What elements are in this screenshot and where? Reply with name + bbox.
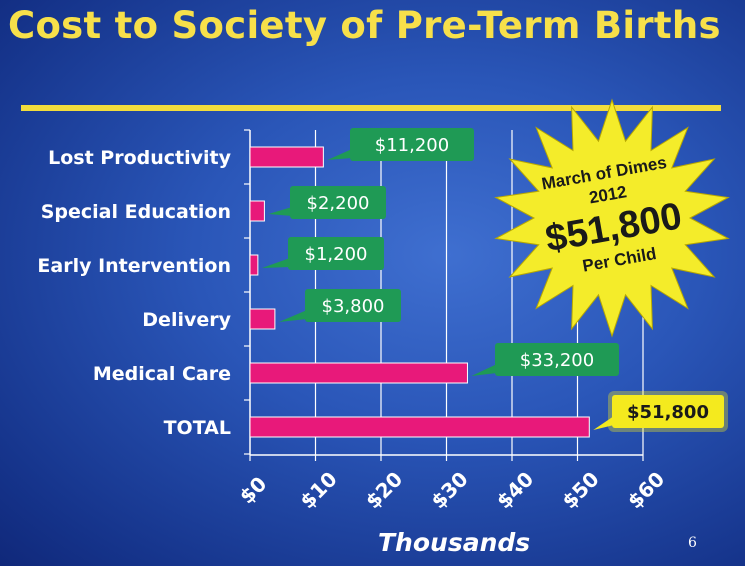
callout-box: [612, 395, 724, 428]
bar: [249, 146, 324, 168]
callout-box: [305, 289, 401, 322]
x-axis-title: Thousands: [378, 528, 531, 557]
category-label: Early Intervention: [37, 255, 231, 277]
chart-axes: [244, 129, 644, 461]
category-label: Special Education: [41, 201, 231, 223]
page-number: 6: [688, 535, 697, 551]
chart-bars: [249, 146, 590, 438]
title-divider: [21, 105, 721, 111]
bar: [249, 416, 590, 438]
data-label: $2,200: [307, 193, 370, 214]
data-label: $11,200: [375, 135, 449, 156]
data-label: $1,200: [305, 244, 368, 265]
callout-box: [495, 343, 619, 376]
value-callout: $11,200: [327, 128, 474, 161]
x-tick-label: $0: [235, 472, 272, 509]
x-tick-label: $50: [557, 467, 603, 513]
data-label: $51,800: [627, 402, 709, 423]
starburst-shape: [494, 98, 730, 338]
data-label: $33,200: [520, 350, 594, 371]
callout-pointer: [261, 258, 290, 268]
value-callout: $3,800: [278, 289, 401, 322]
callout-pointer: [268, 207, 292, 216]
category-label: TOTAL: [164, 417, 231, 439]
callout-box: [290, 186, 386, 219]
slide-title: Cost to Society of Pre-Term Births: [8, 4, 721, 47]
category-labels: Lost Productivity Special Education Early …: [37, 147, 231, 439]
x-tick-label: $60: [623, 467, 669, 513]
value-callout: $1,200: [261, 237, 384, 270]
bar: [249, 362, 468, 384]
value-callout: $33,200: [471, 343, 619, 376]
x-tick-label: $20: [361, 467, 407, 513]
x-tick-label: $40: [492, 467, 538, 513]
callout-box: [350, 128, 474, 161]
x-tick-labels: $0 $10 $20 $30 $40 $50 $60: [235, 467, 670, 513]
callout-pointer: [278, 310, 307, 322]
bar: [249, 308, 276, 330]
data-label-callouts: $11,200 $2,200 $1,200 $3,800 $33,200 $51,800: [261, 128, 728, 432]
bar: [249, 200, 265, 222]
value-callout: $2,200: [268, 186, 386, 219]
x-tick-label: $30: [426, 467, 472, 513]
callout-pointer: [471, 364, 497, 376]
bar: [249, 254, 259, 276]
category-label: Delivery: [142, 309, 231, 331]
callout-pointer: [327, 149, 352, 160]
callout-box: [288, 237, 384, 270]
callout-pointer: [593, 416, 614, 430]
data-label: $3,800: [322, 296, 385, 317]
category-label: Lost Productivity: [48, 147, 231, 169]
x-tick-label: $10: [295, 467, 341, 513]
category-label: Medical Care: [93, 363, 231, 385]
total-callout: $51,800: [593, 391, 728, 432]
